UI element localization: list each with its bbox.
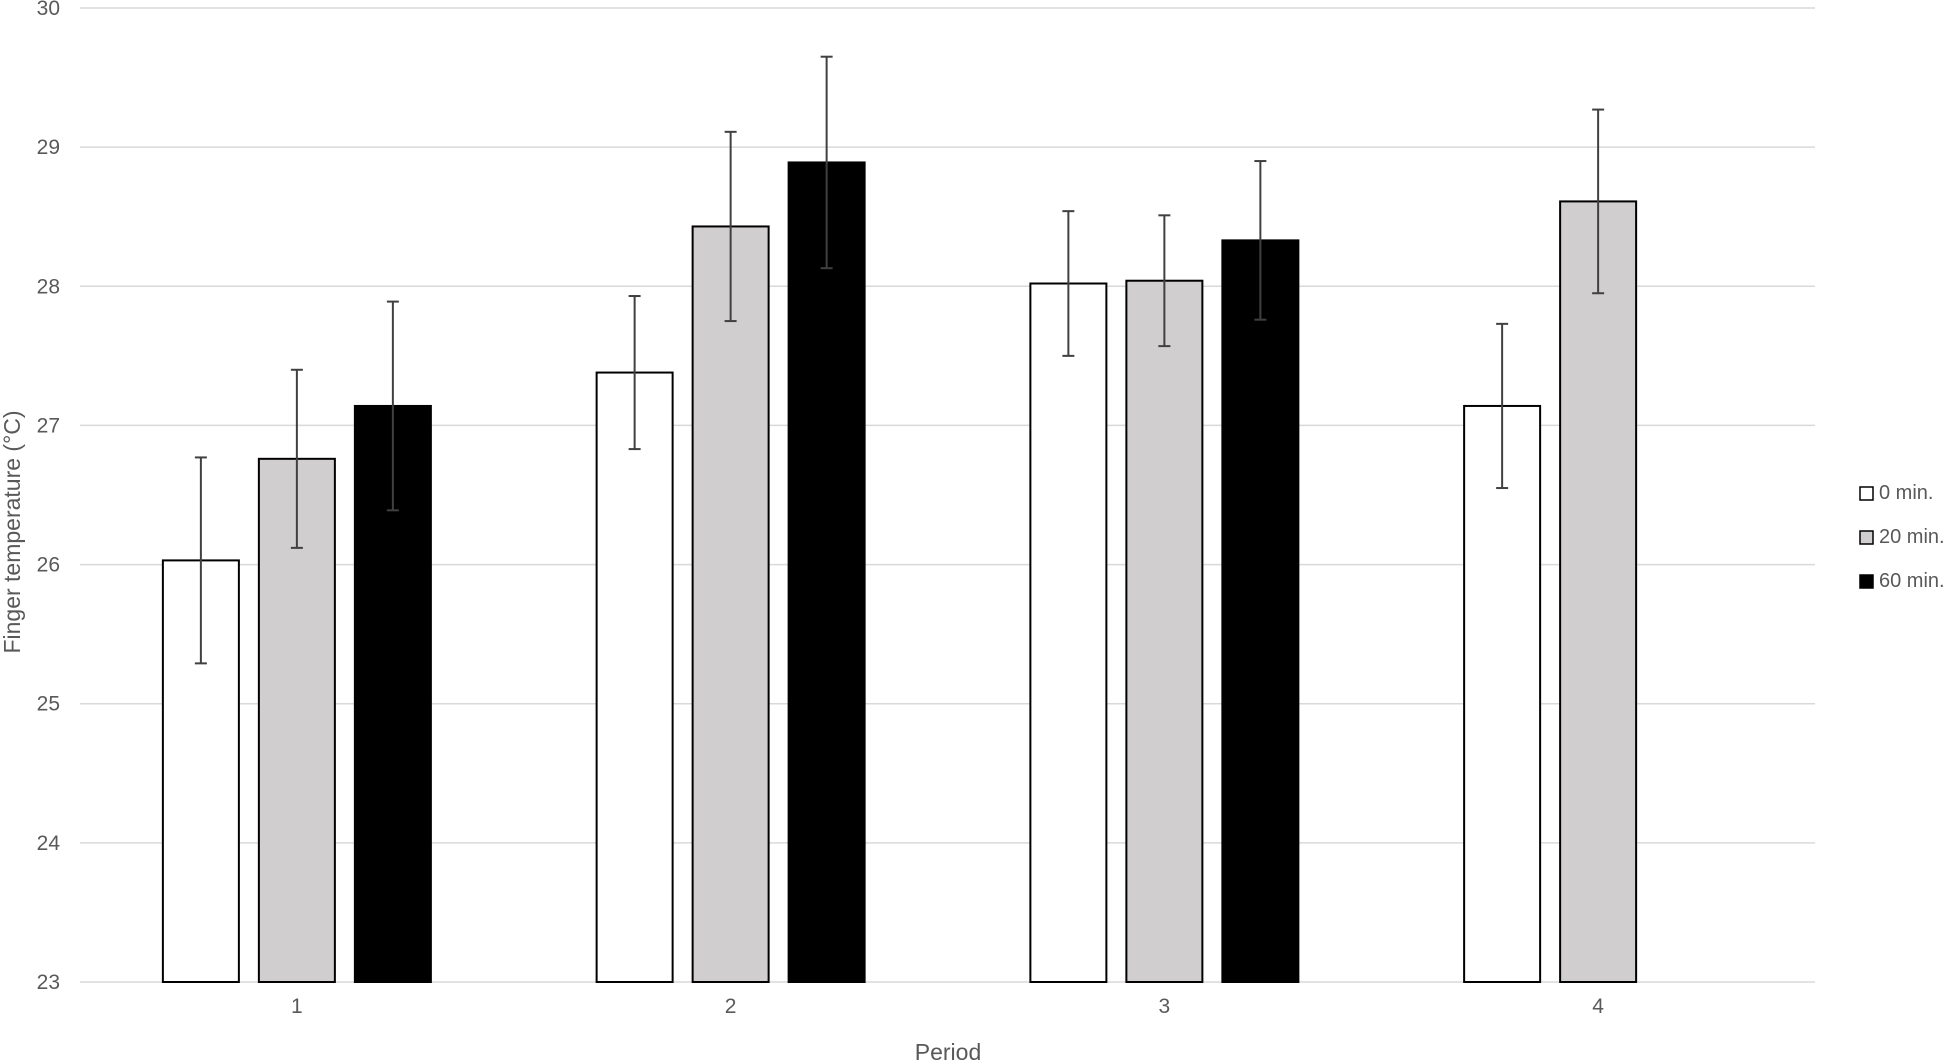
error-bars xyxy=(194,55,1605,665)
y-tick-label: 24 xyxy=(37,832,61,855)
y-tick-label: 26 xyxy=(37,554,60,577)
x-axis-title: Period xyxy=(915,1039,981,1063)
y-tick-label: 29 xyxy=(37,136,60,159)
bar xyxy=(1029,282,1108,983)
y-tick-labels: 23 24 25 26 27 28 29 30 xyxy=(37,0,61,994)
y-axis-title: Finger temperature (°C) xyxy=(0,410,25,653)
legend-swatch xyxy=(1859,530,1874,545)
y-tick-label: 23 xyxy=(37,971,60,994)
bar xyxy=(1221,239,1300,983)
x-tick-label: 3 xyxy=(1159,995,1171,1018)
bar xyxy=(595,371,674,984)
y-tick-label: 30 xyxy=(37,0,60,20)
x-tick-labels: 1 2 3 4 xyxy=(291,995,1604,1018)
bar xyxy=(691,225,770,983)
legend-swatch xyxy=(1859,486,1874,501)
y-tick-label: 27 xyxy=(37,414,60,437)
legend-label: 0 min. xyxy=(1879,482,1933,504)
bar xyxy=(1559,200,1638,983)
legend-label: 20 min. xyxy=(1879,526,1945,548)
bars xyxy=(161,161,1638,984)
bar xyxy=(1125,279,1204,984)
x-tick-label: 1 xyxy=(291,995,303,1018)
x-tick-label: 2 xyxy=(725,995,737,1018)
bar xyxy=(787,161,866,984)
gridlines xyxy=(80,7,1815,983)
legend-swatch xyxy=(1859,574,1874,589)
y-tick-label: 25 xyxy=(37,693,60,716)
bar xyxy=(1463,404,1542,984)
legend-label: 60 min. xyxy=(1879,570,1945,592)
y-tick-label: 28 xyxy=(37,275,60,298)
x-tick-label: 4 xyxy=(1592,995,1604,1018)
legend: 0 min. 20 min. 60 min. xyxy=(1859,482,1945,592)
